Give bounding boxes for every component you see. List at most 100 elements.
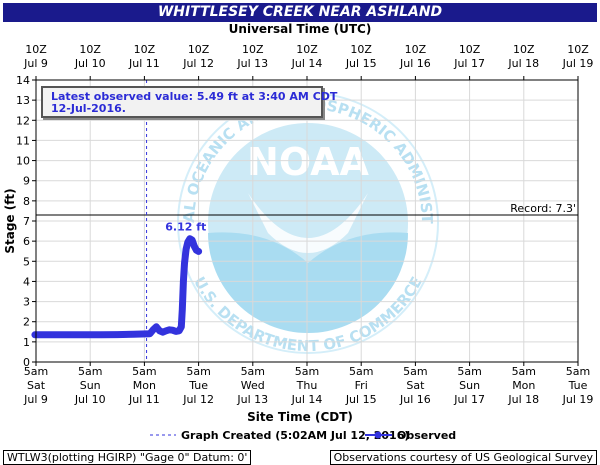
datum-note: WTLW3(plotting HGIRP) "Gage 0" Datum: 0'	[3, 450, 252, 465]
top-tick-date: Jul 10	[74, 57, 106, 70]
observed-point	[179, 324, 184, 329]
bottom-tick-weekday: Sun	[459, 379, 480, 392]
bottom-tick-weekday: Fri	[355, 379, 368, 392]
observed-point	[115, 332, 120, 337]
legend-observed-label: Observed	[397, 429, 456, 442]
legend-observed-marker	[374, 431, 382, 439]
observed-point	[164, 328, 169, 333]
bottom-tick-time: 5am	[295, 365, 319, 378]
bottom-tick-weekday: Thu	[296, 379, 318, 392]
top-tick-date: Jul 14	[291, 57, 323, 70]
observed-point	[82, 332, 87, 337]
observed-point	[151, 327, 156, 332]
observed-point	[181, 279, 186, 284]
observed-point	[154, 324, 159, 329]
y-tick-label: 13	[16, 94, 30, 107]
bottom-axis-title: Site Time (CDT)	[247, 410, 353, 424]
watermark-logo-text: NOAA	[247, 140, 369, 184]
top-tick-label: 10Z	[134, 43, 156, 56]
observed-point	[190, 238, 195, 243]
bottom-tick-time: 5am	[132, 365, 156, 378]
bottom-tick-time: 5am	[186, 365, 210, 378]
bottom-tick-weekday: Sun	[80, 379, 101, 392]
y-tick-label: 4	[23, 275, 30, 288]
top-tick-label: 10Z	[242, 43, 264, 56]
observed-point	[66, 332, 71, 337]
top-tick-date: Jul 15	[345, 57, 377, 70]
y-tick-label: 5	[23, 255, 30, 268]
bottom-tick-weekday: Tue	[568, 379, 588, 392]
y-tick-label: 7	[23, 215, 30, 228]
top-tick-date: Jul 11	[128, 57, 160, 70]
top-tick-date: Jul 17	[453, 57, 485, 70]
observed-point	[167, 327, 172, 332]
bottom-tick-date: Jul 9	[23, 393, 48, 406]
observed-point	[173, 329, 178, 334]
top-tick-label: 10Z	[188, 43, 210, 56]
observed-point	[184, 247, 189, 252]
y-tick-label: 11	[16, 134, 30, 147]
top-axis-title: Universal Time (UTC)	[228, 22, 372, 36]
bottom-tick-date: Jul 17	[453, 393, 485, 406]
chart-title: WHITTLESEY CREEK NEAR ASHLAND	[157, 4, 443, 20]
top-tick-date: Jul 12	[182, 57, 214, 70]
bottom-tick-weekday: Wed	[241, 379, 265, 392]
top-tick-label: 10Z	[513, 43, 535, 56]
bottom-tick-date: Jul 18	[507, 393, 539, 406]
bottom-tick-time: 5am	[24, 365, 48, 378]
y-tick-label: 8	[23, 195, 30, 208]
y-tick-label: 1	[23, 336, 30, 349]
bottom-tick-time: 5am	[78, 365, 102, 378]
observed-point	[157, 328, 162, 333]
legend-created-label: Graph Created (5:02AM Jul 12, 2016)	[181, 429, 409, 442]
top-tick-date: Jul 9	[23, 57, 48, 70]
observed-point	[196, 249, 201, 254]
watermark-gull	[248, 193, 368, 253]
bottom-tick-date: Jul 10	[74, 393, 106, 406]
top-tick-date: Jul 19	[562, 57, 594, 70]
top-tick-label: 10Z	[79, 43, 101, 56]
observed-point	[170, 328, 175, 333]
y-tick-label: 6	[23, 235, 30, 248]
y-tick-label: 3	[23, 296, 30, 309]
y-axis-label: Stage (ft)	[3, 188, 17, 253]
observed-point	[182, 261, 187, 266]
bottom-tick-date: Jul 15	[345, 393, 377, 406]
top-tick-label: 10Z	[25, 43, 47, 56]
latest-observed-box: Latest observed value: 5.49 ft at 3:40 A…	[41, 86, 337, 118]
bottom-tick-weekday: Mon	[512, 379, 535, 392]
observed-point	[99, 332, 104, 337]
y-tick-label: 9	[23, 175, 30, 188]
y-tick-label: 12	[16, 114, 30, 127]
top-tick-date: Jul 18	[507, 57, 539, 70]
bottom-tick-date: Jul 16	[399, 393, 431, 406]
observed-point	[177, 328, 182, 333]
top-tick-label: 10Z	[296, 43, 318, 56]
record-label: Record: 7.3'	[510, 202, 576, 215]
top-tick-date: Jul 16	[399, 57, 431, 70]
observed-point	[160, 330, 165, 335]
observed-point	[147, 331, 152, 336]
top-tick-label: 10Z	[459, 43, 481, 56]
peak-label: 6.12 ft	[165, 221, 206, 234]
bottom-tick-weekday: Sat	[406, 379, 425, 392]
top-tick-label: 10Z	[405, 43, 427, 56]
bottom-tick-time: 5am	[457, 365, 481, 378]
y-tick-label: 2	[23, 316, 30, 329]
top-tick-label: 10Z	[567, 43, 589, 56]
bottom-tick-time: 5am	[512, 365, 536, 378]
observed-point	[185, 240, 190, 245]
observed-point	[131, 332, 136, 337]
bottom-tick-weekday: Sat	[27, 379, 46, 392]
latest-observed-line1: Latest observed value: 5.49 ft at 3:40 A…	[51, 90, 338, 103]
bottom-tick-weekday: Mon	[133, 379, 156, 392]
bottom-tick-time: 5am	[241, 365, 265, 378]
latest-observed-line2: 12-Jul-2016.	[51, 102, 126, 115]
y-tick-label: 0	[23, 356, 30, 369]
bottom-tick-time: 5am	[403, 365, 427, 378]
bottom-tick-weekday: Tue	[188, 379, 208, 392]
title-bar	[3, 3, 597, 22]
y-tick-label: 10	[16, 155, 30, 168]
observed-point	[192, 244, 197, 249]
bottom-tick-date: Jul 11	[128, 393, 160, 406]
